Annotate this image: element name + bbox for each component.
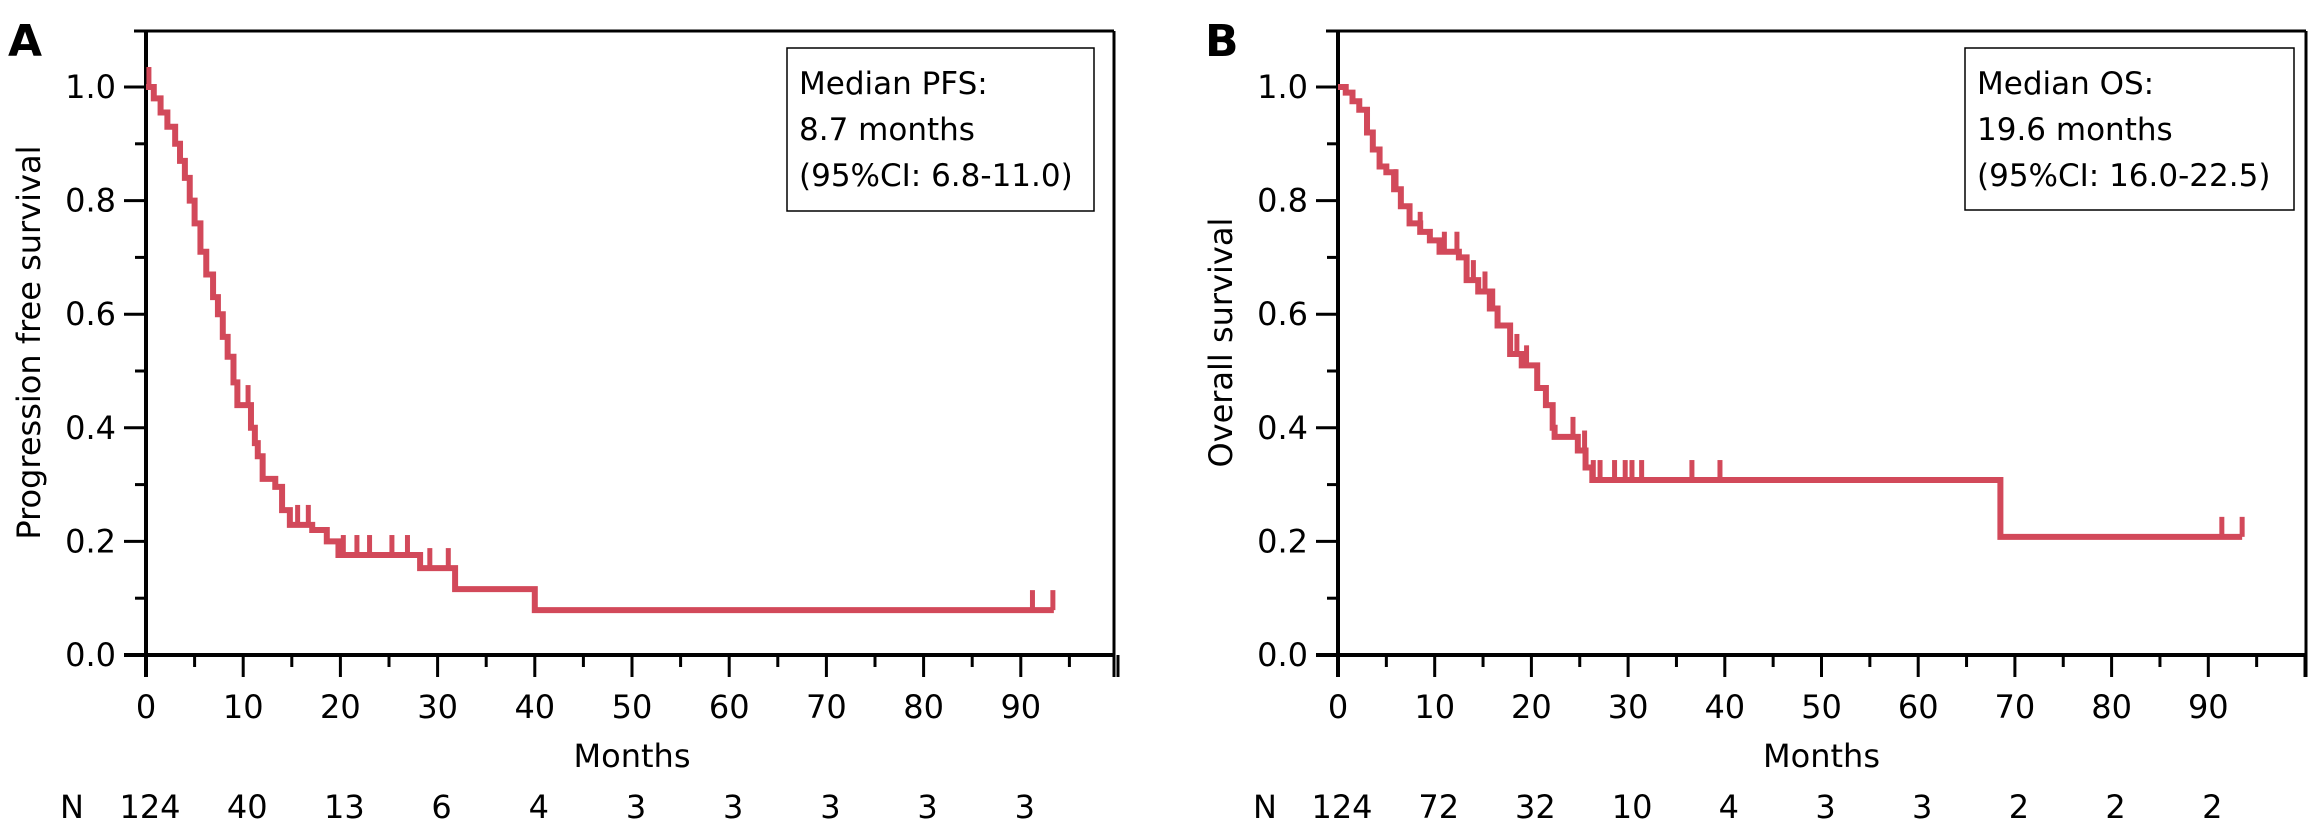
x-axis-title: Months	[574, 737, 691, 775]
risk-table-count: 3	[723, 788, 743, 826]
x-tick-label: 0	[136, 688, 156, 726]
legend-line: (95%CI: 16.0-22.5)	[1977, 158, 2270, 194]
y-tick-label: 0.2	[65, 522, 116, 560]
risk-table-count: 40	[227, 788, 268, 826]
legend-border	[1964, 47, 2295, 211]
survival-curve	[146, 84, 1054, 614]
panel-letter-b: B	[1205, 16, 1239, 67]
legend-line: 8.7 months	[799, 112, 975, 148]
risk-table-count: 3	[917, 788, 937, 826]
risk-table-count: 124	[119, 788, 180, 826]
risk-table-count: 3	[1015, 788, 1035, 826]
y-tick-label: 1.0	[1257, 68, 1308, 106]
y-tick-label: 0.4	[65, 409, 116, 447]
x-tick-label: 60	[709, 688, 750, 726]
x-tick-label: 40	[514, 688, 555, 726]
risk-table-count: 4	[529, 788, 549, 826]
risk-table-count: 10	[1612, 788, 1653, 826]
x-tick-label: 40	[1704, 688, 1745, 726]
risk-table-label: N	[60, 788, 84, 826]
y-tick-label: 0.8	[65, 182, 116, 220]
x-tick-label: 20	[320, 688, 361, 726]
x-tick-label: 90	[2188, 688, 2229, 726]
x-tick-label: 0	[1328, 688, 1348, 726]
y-tick-label: 0.2	[1257, 522, 1308, 560]
x-tick-label: 30	[417, 688, 458, 726]
panel-b-os-chart: B 0.0 0.2 0.4 0.6 0.8 1.0 0 10 20 30 40 50 60 70 80 90 M…	[1202, 16, 2308, 826]
survival-curve	[1338, 84, 2243, 540]
risk-table-count: 32	[1515, 788, 1556, 826]
risk-table-count: 13	[324, 788, 365, 826]
risk-table-count: 6	[431, 788, 451, 826]
legend-line: Median PFS:	[799, 66, 988, 102]
risk-table-count: 4	[1719, 788, 1739, 826]
risk-table-count: 2	[2202, 788, 2222, 826]
risk-table-count: 2	[2105, 788, 2125, 826]
risk-table-count: 2	[2009, 788, 2029, 826]
x-axis-title: Months	[1763, 737, 1880, 775]
x-tick-label: 60	[1898, 688, 1939, 726]
y-axis-title: Overall survival	[1202, 218, 1240, 468]
legend-box: Median PFS: 8.7 months (95%CI: 6.8-11.0)	[786, 47, 1095, 212]
risk-table-count: 3	[626, 788, 646, 826]
legend-box: Median OS: 19.6 months (95%CI: 16.0-22.5)	[1964, 47, 2295, 211]
legend-line: 19.6 months	[1977, 112, 2173, 148]
x-tick-label: 70	[1995, 688, 2036, 726]
x-tick-label: 70	[806, 688, 847, 726]
y-tick-label: 0.8	[1257, 182, 1308, 220]
y-tick-label: 0.4	[1257, 409, 1308, 447]
y-axis-title: Progression free survival	[10, 146, 48, 540]
x-tick-label: 10	[1414, 688, 1455, 726]
panel-a-pfs-chart: A 0.0 0.2 0.4 0.6 0.8 1.0 0 10 20 30 40 50 60 70 80 90 M…	[8, 16, 1120, 826]
y-tick-label: 1.0	[65, 68, 116, 106]
y-tick-label: 0.6	[65, 295, 116, 333]
x-tick-label: 20	[1511, 688, 1552, 726]
y-tick-label: 0.0	[65, 636, 116, 674]
x-tick-label: 50	[1801, 688, 1842, 726]
x-tick-label: 80	[903, 688, 944, 726]
y-tick-label: 0.6	[1257, 295, 1308, 333]
x-tick-label: 90	[1000, 688, 1041, 726]
x-tick-label: 10	[223, 688, 264, 726]
y-tick-label: 0.0	[1257, 636, 1308, 674]
risk-table-count: 72	[1418, 788, 1459, 826]
legend-border	[786, 47, 1095, 212]
risk-table-count: 3	[820, 788, 840, 826]
risk-table-count: 124	[1311, 788, 1372, 826]
x-tick-label: 80	[2091, 688, 2132, 726]
risk-table-count: 3	[1815, 788, 1835, 826]
risk-table-count: 3	[1912, 788, 1932, 826]
x-tick-label: 30	[1608, 688, 1649, 726]
legend-line: (95%CI: 6.8-11.0)	[799, 158, 1073, 194]
legend-line: Median OS:	[1977, 66, 2154, 102]
panel-letter-a: A	[8, 16, 42, 67]
x-tick-label: 50	[612, 688, 653, 726]
risk-table-label: N	[1253, 788, 1277, 826]
